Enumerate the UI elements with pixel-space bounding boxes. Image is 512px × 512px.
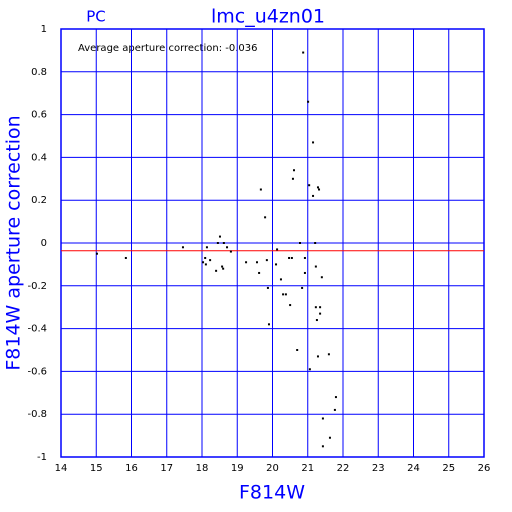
- x-tick-label: 22: [337, 463, 350, 474]
- point: [312, 194, 315, 197]
- point: [218, 235, 221, 238]
- point: [303, 271, 306, 274]
- x-tick-label: 16: [125, 463, 138, 474]
- point: [308, 184, 311, 187]
- x-tick-label: 18: [196, 463, 209, 474]
- x-tick-label: 14: [55, 463, 68, 474]
- point: [307, 100, 310, 103]
- point: [205, 246, 208, 249]
- point: [264, 216, 267, 219]
- y-tick-label: 0.8: [31, 67, 47, 78]
- point: [124, 256, 127, 259]
- point: [328, 436, 331, 439]
- x-tick-label: 21: [301, 463, 314, 474]
- point: [293, 169, 296, 172]
- chart-title: lmc_u4zn01: [211, 6, 325, 28]
- point: [321, 417, 324, 420]
- point: [255, 261, 258, 264]
- point: [284, 293, 287, 296]
- annotation: Average aperture correction: -0.036: [78, 43, 258, 54]
- point: [291, 177, 294, 180]
- y-tick-label: -0.6: [27, 366, 47, 377]
- point: [302, 51, 305, 54]
- point: [290, 256, 293, 259]
- point: [282, 293, 285, 296]
- x-tick-label: 17: [160, 463, 173, 474]
- point: [289, 304, 292, 307]
- point: [229, 250, 232, 253]
- x-tick-label: 23: [372, 463, 385, 474]
- point: [259, 188, 262, 191]
- point: [202, 261, 205, 264]
- point: [204, 263, 207, 266]
- point: [303, 256, 306, 259]
- x-tick-label: 15: [90, 463, 103, 474]
- corner-label: PC: [86, 8, 106, 26]
- point: [279, 278, 282, 281]
- y-tick-label: 0.4: [31, 152, 47, 163]
- point: [319, 312, 322, 315]
- point: [314, 242, 317, 244]
- y-tick-label: -0.2: [27, 281, 47, 292]
- x-tick-label: 20: [266, 463, 279, 474]
- y-tick-label: -1: [37, 452, 47, 463]
- point: [320, 276, 323, 279]
- x-axis-label: F814W: [239, 482, 305, 504]
- point: [216, 242, 219, 244]
- point: [221, 265, 224, 268]
- x-tick-label: 24: [407, 463, 420, 474]
- point: [181, 246, 184, 249]
- point: [266, 286, 269, 289]
- x-tick-label: 19: [231, 463, 244, 474]
- point: [316, 355, 319, 358]
- point: [333, 408, 336, 411]
- y-tick-label: 0.6: [31, 110, 47, 121]
- plot-frame: [60, 28, 485, 458]
- point: [288, 256, 291, 259]
- y-tick-label: 0: [41, 238, 47, 249]
- point: [215, 269, 218, 272]
- point: [318, 188, 321, 191]
- point: [334, 396, 337, 399]
- point: [258, 271, 261, 274]
- x-tick-label: 25: [442, 463, 455, 474]
- point: [298, 242, 301, 244]
- y-tick-label: -0.8: [27, 409, 47, 420]
- point: [204, 256, 207, 259]
- y-tick-label: 0.2: [31, 195, 47, 206]
- point: [312, 141, 315, 144]
- point: [321, 445, 324, 448]
- point: [275, 263, 278, 266]
- point: [308, 368, 311, 371]
- point: [245, 261, 248, 264]
- point: [314, 306, 317, 309]
- point: [314, 265, 317, 268]
- y-axis-label: F814W aperture correction: [3, 115, 25, 370]
- point: [95, 252, 98, 255]
- point: [316, 186, 319, 189]
- point: [222, 242, 225, 244]
- point: [209, 259, 212, 262]
- point: [222, 267, 225, 270]
- point: [315, 319, 318, 322]
- point: [327, 353, 330, 356]
- point: [319, 306, 322, 309]
- y-tick-label: 1: [41, 24, 47, 35]
- point: [296, 349, 299, 351]
- x-tick-label: 26: [478, 463, 491, 474]
- point: [301, 286, 304, 289]
- point: [265, 259, 268, 262]
- point: [226, 246, 229, 249]
- point: [267, 323, 270, 326]
- point: [276, 248, 279, 251]
- y-tick-label: -0.4: [27, 324, 47, 335]
